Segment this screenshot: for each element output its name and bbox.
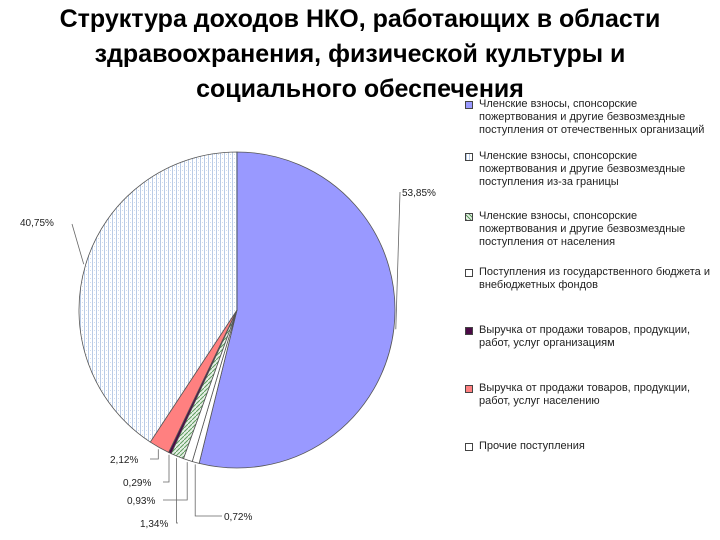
legend-item: Членские взносы, спонсорские пожертвован… xyxy=(465,210,715,266)
leader-line xyxy=(163,454,170,483)
data-label: 0,72% xyxy=(224,512,252,523)
leader-line xyxy=(163,462,188,501)
legend-item: Членские взносы, спонсорские пожертвован… xyxy=(465,98,715,150)
legend-label: Членские взносы, спонсорские пожертвован… xyxy=(479,98,705,136)
legend-swatch xyxy=(465,101,473,109)
leader-line xyxy=(71,223,85,265)
legend-label: Выручка от продажи товаров, продукции, р… xyxy=(479,324,691,349)
legend-swatch xyxy=(465,213,473,221)
legend-swatch xyxy=(465,327,473,335)
pie-slice xyxy=(78,151,238,443)
legend-swatch xyxy=(465,153,473,161)
pie-slice xyxy=(198,151,396,469)
title-line-3: социального обеспечения xyxy=(196,75,524,103)
legend: Членские взносы, спонсорские пожертвован… xyxy=(465,98,715,453)
legend-swatch xyxy=(465,443,473,451)
data-label: 40,75% xyxy=(20,218,54,229)
data-label: 2,12% xyxy=(110,455,138,466)
legend-item: Прочие поступления xyxy=(465,440,715,453)
legend-label: Поступления из государственного бюджета … xyxy=(479,266,710,291)
legend-item: Членские взносы, спонсорские пожертвован… xyxy=(465,150,715,210)
legend-label: Выручка от продажи товаров, продукции, р… xyxy=(479,382,691,407)
title-line-1: Структура доходов НКО, работающих в обла… xyxy=(59,5,661,33)
leader-line xyxy=(176,458,178,524)
legend-label: Членские взносы, спонсорские пожертвован… xyxy=(479,210,686,248)
data-label: 53,85% xyxy=(402,188,436,199)
leader-line xyxy=(395,191,401,330)
leader-line xyxy=(150,449,159,460)
legend-label: Прочие поступления xyxy=(479,440,585,452)
legend-item: Поступления из государственного бюджета … xyxy=(465,266,715,324)
data-label: 0,29% xyxy=(123,478,151,489)
legend-swatch xyxy=(465,269,473,277)
leader-line xyxy=(194,464,222,517)
title-line-2: здравоохранения, физической культуры и xyxy=(94,40,626,68)
legend-label: Членские взносы, спонсорские пожертвован… xyxy=(479,150,686,188)
legend-item: Выручка от продажи товаров, продукции, р… xyxy=(465,324,715,382)
slide-title: Структура доходов НКО, работающих в обла… xyxy=(0,2,720,107)
legend-item: Выручка от продажи товаров, продукции, р… xyxy=(465,382,715,440)
data-label: 0,93% xyxy=(127,496,155,507)
data-label: 1,34% xyxy=(140,519,168,530)
legend-swatch xyxy=(465,385,473,393)
